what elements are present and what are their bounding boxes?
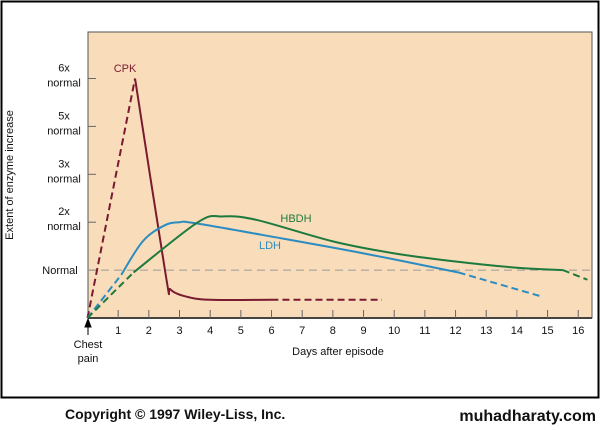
x-tick-label: 1 xyxy=(115,325,121,337)
hbdh-dashed-start xyxy=(86,271,135,319)
y-axis-title: Extent of enzyme increase xyxy=(4,110,16,240)
x-tick-label: 16 xyxy=(572,325,584,337)
hbdh-dashed-end xyxy=(562,269,588,281)
ldh-line xyxy=(120,220,459,276)
x-axis-title: Days after episode xyxy=(292,346,384,358)
x-tick-label: 3 xyxy=(176,325,182,337)
x-tick-label: 11 xyxy=(419,325,430,337)
y-tick-label: Normal xyxy=(42,265,77,277)
site-watermark: muhadharaty.com xyxy=(459,408,596,425)
plot-area xyxy=(87,31,593,319)
origin-label-line2: pain xyxy=(78,353,99,365)
y-tick-label: normal xyxy=(47,221,81,233)
x-tick-label: 15 xyxy=(541,325,553,337)
hbdh-line xyxy=(132,214,563,274)
ldh-dashed-end xyxy=(458,271,542,298)
arrow-up-icon xyxy=(84,317,92,335)
x-tick-label: 6 xyxy=(268,325,274,337)
hbdh-label: HBDH xyxy=(280,213,311,225)
y-tick-label: normal xyxy=(47,173,81,185)
y-tick-label: normal xyxy=(47,78,81,90)
x-tick-label: 8 xyxy=(330,325,336,337)
x-tick-label: 7 xyxy=(299,325,305,337)
y-tick-label: 5x xyxy=(58,110,70,122)
origin-label-line1: Chest xyxy=(74,339,103,351)
x-tick-label: 2 xyxy=(146,325,152,337)
y-tick-label: 3x xyxy=(58,158,70,170)
cpk-dashed-start xyxy=(86,78,137,319)
x-tick-label: 14 xyxy=(511,325,523,337)
x-tick-label: 9 xyxy=(360,325,366,337)
x-tick-label: 13 xyxy=(480,325,492,337)
cpk-line xyxy=(134,78,272,302)
ldh-label: LDH xyxy=(259,240,281,252)
y-tick-label: normal xyxy=(47,125,81,137)
x-tick-label: 4 xyxy=(207,325,213,337)
y-tick-label: 6x xyxy=(58,63,70,75)
x-tick-label: 5 xyxy=(238,325,244,337)
cpk-label: CPK xyxy=(114,63,137,75)
copyright-text: Copyright © 1997 Wiley-Liss, Inc. xyxy=(65,406,285,422)
y-tick-label: 2x xyxy=(58,206,70,218)
x-tick-label: 12 xyxy=(449,325,461,337)
x-tick-label: 10 xyxy=(388,325,400,337)
